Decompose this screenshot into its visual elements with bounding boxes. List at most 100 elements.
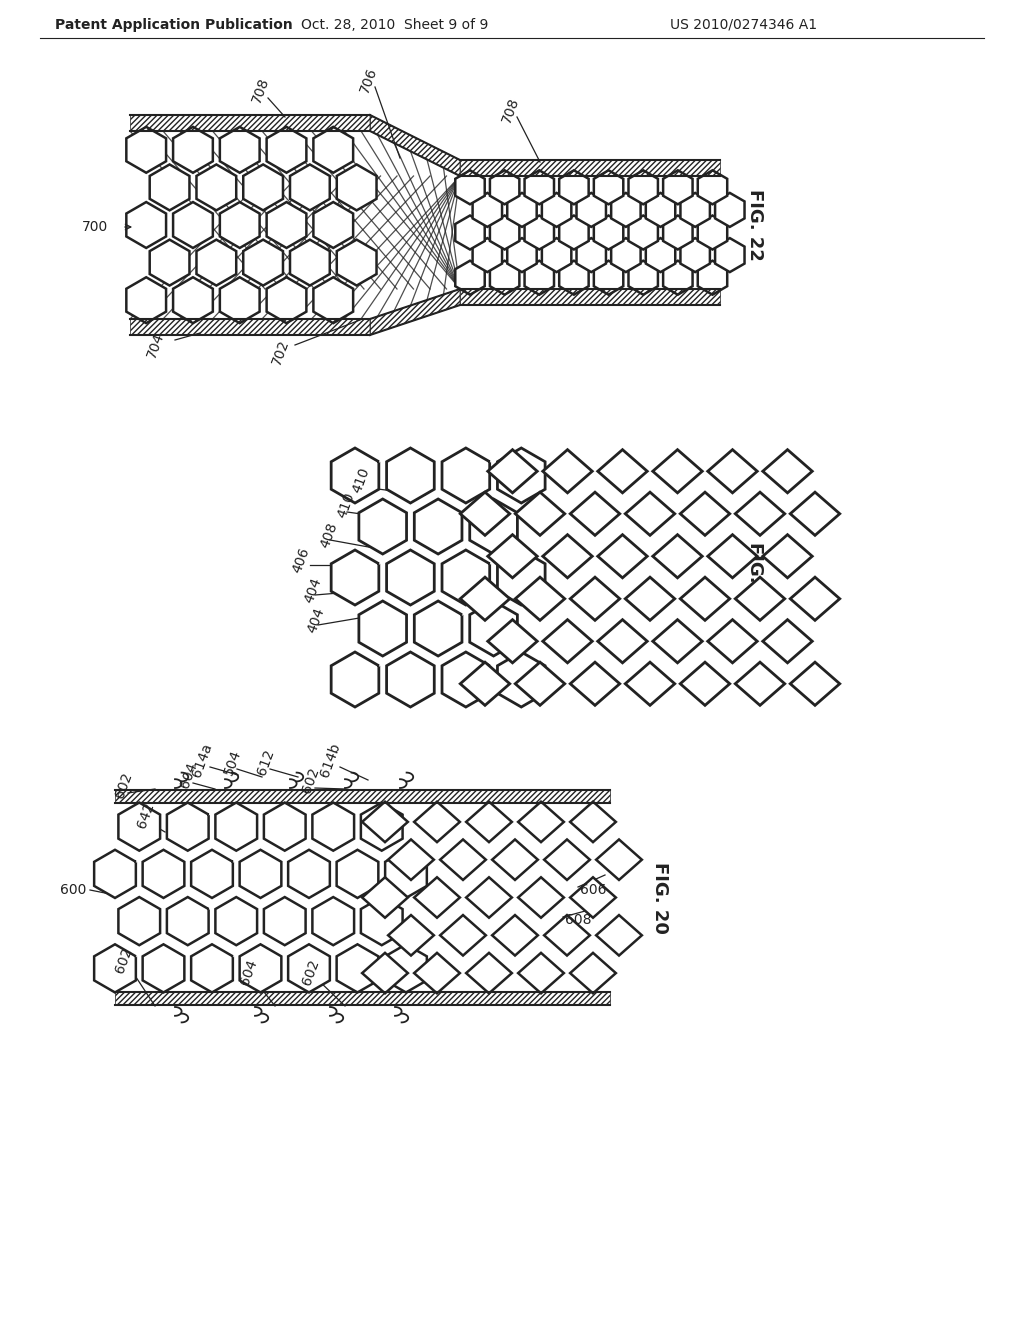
Polygon shape [473, 193, 502, 227]
Polygon shape [524, 261, 554, 294]
Polygon shape [290, 165, 330, 210]
Polygon shape [515, 663, 565, 705]
Polygon shape [652, 619, 702, 663]
Polygon shape [456, 170, 484, 205]
Polygon shape [470, 601, 517, 656]
Polygon shape [791, 663, 840, 705]
Polygon shape [680, 238, 710, 272]
Polygon shape [473, 238, 502, 272]
Polygon shape [487, 450, 538, 492]
Polygon shape [596, 915, 642, 956]
Polygon shape [629, 261, 658, 294]
Polygon shape [442, 652, 489, 708]
Polygon shape [466, 953, 512, 994]
Text: 708: 708 [250, 75, 272, 104]
Text: 602: 602 [300, 957, 323, 987]
Text: 612: 612 [255, 747, 278, 777]
Polygon shape [515, 492, 565, 536]
Polygon shape [197, 165, 237, 210]
Polygon shape [763, 450, 812, 492]
Polygon shape [173, 277, 213, 323]
Polygon shape [312, 803, 354, 850]
Polygon shape [440, 840, 485, 880]
Polygon shape [542, 193, 571, 227]
Polygon shape [493, 915, 538, 956]
Polygon shape [524, 215, 554, 249]
Polygon shape [735, 663, 784, 705]
Polygon shape [358, 499, 407, 554]
Polygon shape [680, 193, 710, 227]
Polygon shape [498, 447, 545, 503]
Text: 706: 706 [358, 65, 380, 95]
Polygon shape [415, 499, 462, 554]
Polygon shape [388, 840, 434, 880]
Polygon shape [244, 165, 283, 210]
Polygon shape [456, 215, 484, 249]
Text: 408: 408 [318, 520, 340, 550]
Polygon shape [150, 165, 189, 210]
Polygon shape [290, 240, 330, 285]
Polygon shape [611, 238, 641, 272]
Polygon shape [652, 535, 702, 578]
Polygon shape [652, 450, 702, 492]
Polygon shape [697, 215, 727, 249]
Text: 602: 602 [113, 945, 135, 974]
Polygon shape [664, 215, 692, 249]
Polygon shape [598, 450, 647, 492]
Text: 702: 702 [270, 338, 292, 367]
Polygon shape [337, 850, 378, 898]
Text: 608: 608 [565, 913, 592, 927]
Polygon shape [337, 240, 377, 285]
Polygon shape [460, 577, 510, 620]
Text: 700: 700 [82, 220, 109, 234]
Text: 410: 410 [350, 465, 372, 495]
Polygon shape [493, 840, 538, 880]
Polygon shape [646, 193, 675, 227]
Polygon shape [544, 915, 590, 956]
Polygon shape [191, 850, 232, 898]
Polygon shape [626, 492, 675, 536]
Polygon shape [167, 898, 209, 945]
Polygon shape [543, 450, 592, 492]
Polygon shape [331, 652, 379, 708]
Text: 708: 708 [500, 95, 522, 125]
Polygon shape [385, 850, 427, 898]
Polygon shape [360, 898, 402, 945]
Text: 504: 504 [222, 747, 244, 776]
Polygon shape [487, 535, 538, 578]
Polygon shape [264, 803, 305, 850]
Text: 404: 404 [305, 606, 327, 635]
Polygon shape [487, 619, 538, 663]
Polygon shape [680, 663, 730, 705]
Polygon shape [266, 127, 306, 173]
Polygon shape [313, 127, 353, 173]
Text: 602: 602 [300, 766, 323, 795]
Text: 404: 404 [302, 576, 325, 605]
Polygon shape [570, 492, 620, 536]
Polygon shape [331, 447, 379, 503]
Polygon shape [337, 165, 377, 210]
Text: 406: 406 [290, 545, 312, 574]
Polygon shape [518, 801, 564, 842]
Polygon shape [215, 803, 257, 850]
Polygon shape [288, 850, 330, 898]
Polygon shape [442, 550, 489, 605]
Polygon shape [598, 535, 647, 578]
Text: 604: 604 [178, 760, 200, 789]
Polygon shape [598, 619, 647, 663]
Polygon shape [524, 170, 554, 205]
Polygon shape [337, 944, 378, 993]
Polygon shape [119, 803, 160, 850]
Polygon shape [414, 953, 460, 994]
Polygon shape [456, 261, 484, 294]
Polygon shape [570, 801, 615, 842]
Polygon shape [518, 878, 564, 917]
Polygon shape [559, 170, 589, 205]
Polygon shape [385, 944, 427, 993]
Polygon shape [697, 261, 727, 294]
Polygon shape [594, 170, 624, 205]
Polygon shape [629, 215, 658, 249]
Polygon shape [244, 240, 283, 285]
Polygon shape [387, 550, 434, 605]
Polygon shape [629, 170, 658, 205]
